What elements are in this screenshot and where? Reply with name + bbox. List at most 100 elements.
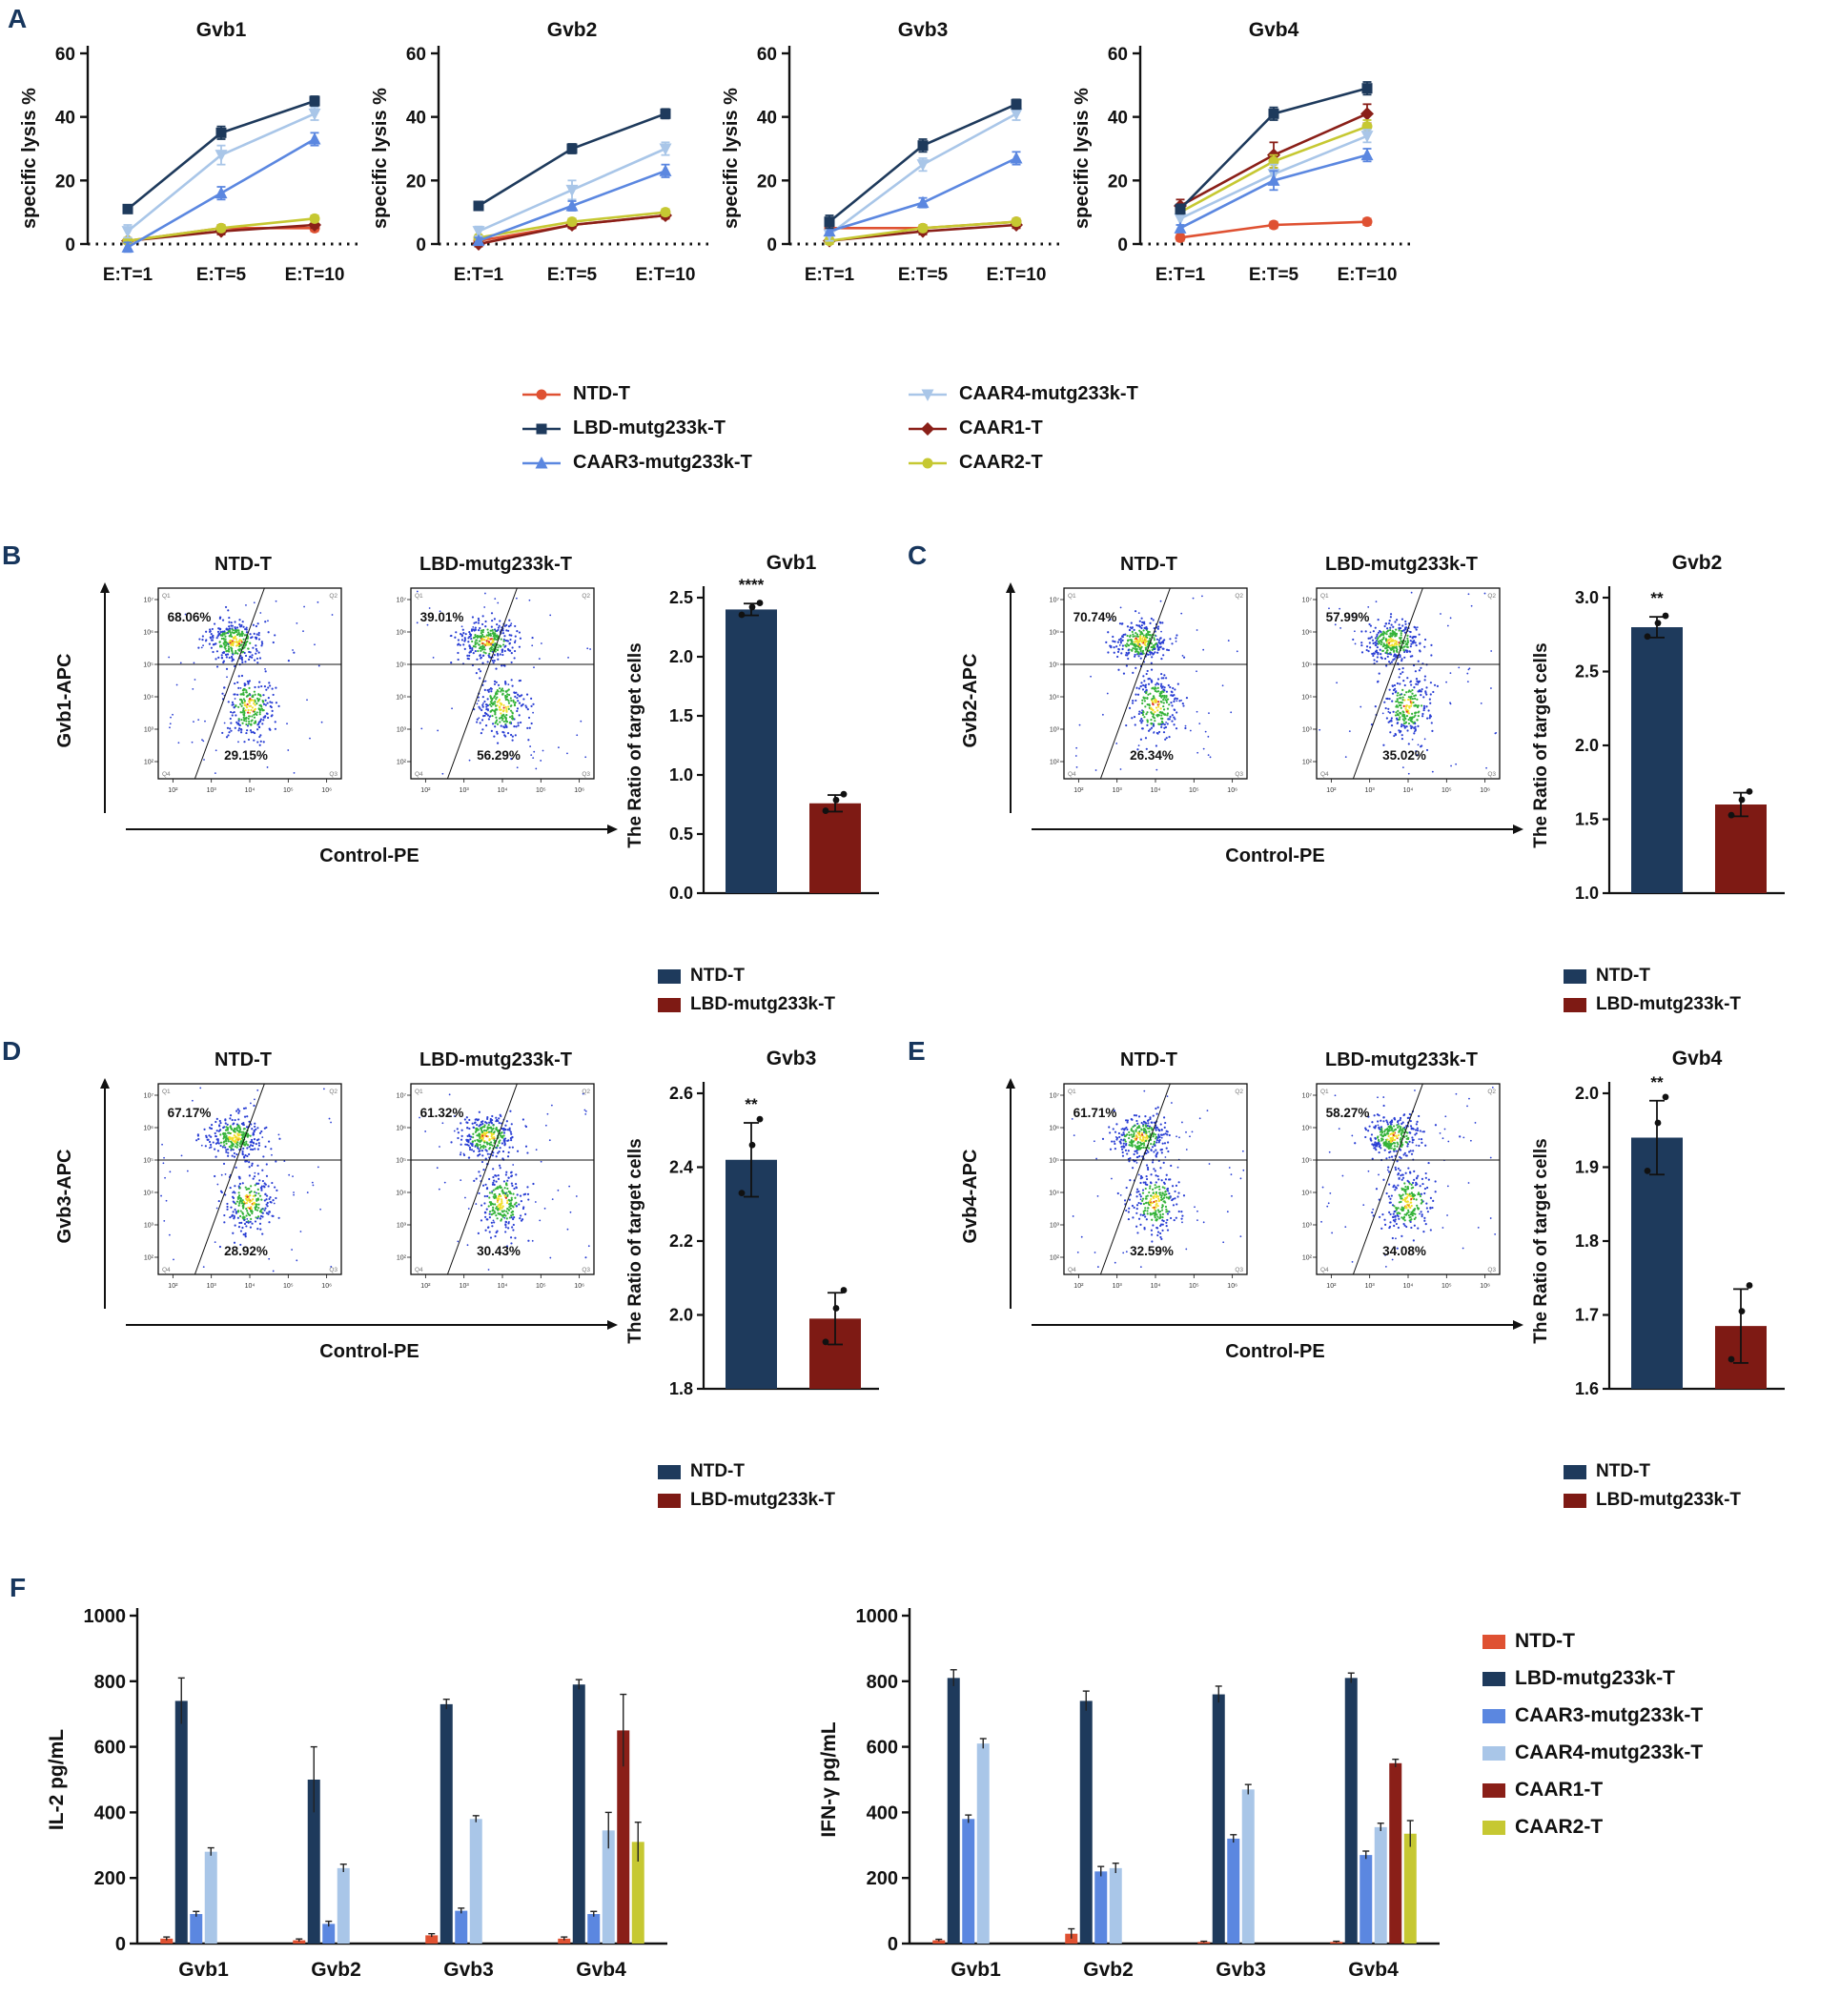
- legend-label: LBD-mutg233k-T: [1596, 994, 1742, 1014]
- flow-scatter-plot: 10⁷ 10⁶ 10⁵ 10⁴ 10³ 10² 10² 10³ 10⁴ 10⁵ 10⁶ Q1 Q2 Q4 Q…: [143, 587, 342, 794]
- flow-scatter-plot: 10⁷ 10⁶ 10⁵ 10⁴ 10³ 10² 10² 10³ 10⁴ 10⁵ 10⁶ Q1 Q2 Q4 Q…: [396, 587, 595, 794]
- svg-text:Gvb4: Gvb4: [576, 1959, 626, 1981]
- lysis-chart-Gvb4: Gvb4 0 20 40 60 specific lysis % E:T=1 E:T=5 E:T…: [1072, 19, 1415, 285]
- flow-plot-holder: 10⁷ 10⁶ 10⁵ 10⁴ 10³ 10² 10² 10³ 10⁴ 10⁵ 10⁶ Q1 Q2 Q4 Q…: [377, 1078, 615, 1319]
- flow-scatter-plot: 10⁷ 10⁶ 10⁵ 10⁴ 10³ 10² 10² 10³ 10⁴ 10⁵ 10⁶ Q1 Q2 Q4 Q…: [1301, 587, 1501, 794]
- svg-text:68.06%: 68.06%: [168, 610, 212, 624]
- cytokine-legend: NTD-T LBD-mutg233k-T CAAR3-mutg233k-T CAAR4…: [1482, 1630, 1703, 1839]
- svg-text:40: 40: [1108, 109, 1128, 129]
- lysis-chart-holder: Gvb1 0 20 40 60 specific lysis % E:T=1 E:T=5 E:T…: [19, 8, 367, 348]
- svg-text:Q1: Q1: [162, 1089, 171, 1095]
- flow-plot-holder: 10⁷ 10⁶ 10⁵ 10⁴ 10³ 10² 10² 10³ 10⁴ 10⁵ 10⁶ Q1 Q2 Q4 Q…: [124, 582, 362, 824]
- svg-text:Q3: Q3: [329, 771, 337, 778]
- legend-swatch: [1564, 968, 1586, 984]
- svg-text:Q4: Q4: [415, 1267, 423, 1273]
- svg-text:0: 0: [416, 235, 426, 255]
- svg-text:10²: 10²: [397, 1255, 407, 1262]
- svg-text:10³: 10³: [397, 1223, 407, 1230]
- svg-text:Gvb2: Gvb2: [547, 19, 598, 41]
- panel-b-label: B: [2, 540, 22, 570]
- panel-c: C NTD-T 10⁷ 10⁶ 10⁵ 10⁴ 10³ 10² 10² 10³ 10⁴ 10⁵ 10⁶ Q…: [906, 539, 1811, 1044]
- svg-text:E:T=10: E:T=10: [285, 265, 345, 285]
- svg-text:60: 60: [55, 45, 75, 65]
- svg-text:39.01%: 39.01%: [420, 610, 464, 624]
- svg-text:2.0: 2.0: [669, 647, 693, 666]
- legend-label: NTD-T: [1596, 1461, 1650, 1481]
- svg-text:20: 20: [1108, 172, 1128, 192]
- svg-text:10²: 10²: [1302, 760, 1313, 766]
- svg-text:200: 200: [867, 1868, 898, 1889]
- flow-x-axis-arrow: [126, 1320, 618, 1330]
- flow-x-axis-holder: [124, 821, 622, 846]
- svg-text:10²: 10²: [420, 1283, 431, 1290]
- svg-text:Gvb2: Gvb2: [1672, 552, 1723, 574]
- svg-text:The Ratio of target cells: The Ratio of target cells: [1531, 642, 1551, 847]
- svg-text:10²: 10²: [420, 787, 431, 794]
- flow-x-axis-label: Control-PE: [1225, 1341, 1325, 1362]
- svg-text:Q1: Q1: [1320, 593, 1329, 600]
- flow-x-axis-holder: [1030, 1316, 1527, 1342]
- svg-text:specific lysis %: specific lysis %: [721, 88, 742, 229]
- svg-text:400: 400: [94, 1802, 126, 1823]
- svg-text:10⁵: 10⁵: [1049, 662, 1059, 669]
- svg-text:E:T=1: E:T=1: [805, 265, 855, 285]
- svg-text:800: 800: [867, 1672, 898, 1693]
- legend-swatch: [1564, 997, 1586, 1012]
- legend-label: CAAR3-mutg233k-T: [1515, 1704, 1704, 1726]
- svg-text:10³: 10³: [1050, 727, 1060, 734]
- svg-text:Gvb3-APC: Gvb3-APC: [54, 1150, 75, 1244]
- svg-text:E:T=5: E:T=5: [196, 265, 247, 285]
- svg-text:Q1: Q1: [415, 593, 423, 600]
- square-marker-icon: [522, 423, 561, 434]
- legend-item: NTD-T: [1564, 966, 1741, 987]
- svg-text:The Ratio of target cells: The Ratio of target cells: [625, 642, 645, 847]
- legend-label: CAAR4-mutg233k-T: [959, 383, 1138, 404]
- legend-label: NTD-T: [1596, 966, 1650, 986]
- legend-item: CAAR3-mutg233k-T: [520, 452, 752, 474]
- panel-d: D NTD-T 10⁷ 10⁶ 10⁵ 10⁴ 10³ 10² 10² 10³ 10⁴ 10⁵ 10⁶ Q…: [0, 1034, 906, 1539]
- svg-text:10²: 10²: [1050, 760, 1060, 766]
- svg-text:10³: 10³: [207, 787, 217, 794]
- flow-plot-title: NTD-T: [1120, 554, 1177, 575]
- svg-text:29.15%: 29.15%: [224, 748, 268, 763]
- legend-swatch: [1564, 1464, 1586, 1479]
- circle-marker-icon: [909, 458, 947, 468]
- svg-text:40: 40: [406, 109, 426, 129]
- svg-text:Gvb1: Gvb1: [767, 552, 817, 574]
- legend-swatch: [658, 997, 681, 1012]
- legend-label: CAAR4-mutg233k-T: [1515, 1741, 1704, 1763]
- svg-text:**: **: [745, 1095, 758, 1113]
- legend-label: CAAR3-mutg233k-T: [573, 452, 752, 473]
- svg-text:0: 0: [767, 235, 777, 255]
- legend-swatch: [1482, 1745, 1505, 1761]
- svg-text:61.32%: 61.32%: [420, 1106, 464, 1120]
- flow-y-axis-holder: Gvb2-APC: [948, 580, 1024, 825]
- svg-text:E:T=10: E:T=10: [1338, 265, 1398, 285]
- legend-item: CAAR4-mutg233k-T: [906, 383, 1138, 405]
- svg-text:10⁴: 10⁴: [1301, 695, 1312, 702]
- svg-text:Gvb2: Gvb2: [1083, 1959, 1134, 1981]
- svg-text:20: 20: [55, 172, 75, 192]
- flow-y-axis-arrow: Gvb4-APC: [960, 1078, 1015, 1309]
- ratio-chart-holder: Gvb4 1.6 1.7 1.8 1.9 2.0 The Ratio of target c…: [1525, 1036, 1807, 1458]
- svg-text:600: 600: [867, 1738, 898, 1759]
- legend-label: LBD-mutg233k-T: [690, 994, 836, 1014]
- svg-text:****: ****: [739, 576, 765, 594]
- panel-f: F 0 200 400 600 800 1000 IL-2 pg/mL Gvb1 Gvb2 Gvb…: [0, 1573, 1840, 2016]
- svg-text:10⁷: 10⁷: [144, 598, 154, 604]
- svg-text:26.34%: 26.34%: [1130, 748, 1174, 763]
- svg-text:10⁵: 10⁵: [536, 1283, 546, 1290]
- legend-swatch: [1482, 1782, 1505, 1798]
- svg-text:Q4: Q4: [415, 771, 423, 778]
- svg-text:Q1: Q1: [415, 1089, 423, 1095]
- svg-text:10³: 10³: [1365, 787, 1376, 794]
- svg-text:10³: 10³: [144, 1223, 154, 1230]
- ratio-chart-Gvb3: Gvb3 1.8 2.0 2.2 2.4 2.6 The Ratio of target c…: [625, 1048, 879, 1398]
- il2-chart-holder: 0 200 400 600 800 1000 IL-2 pg/mL Gvb1 Gvb2 Gvb3 G…: [38, 1587, 686, 2016]
- legend-label: CAAR2-T: [1515, 1816, 1604, 1838]
- svg-text:10²: 10²: [1326, 787, 1337, 794]
- svg-text:IL-2 pg/mL: IL-2 pg/mL: [46, 1729, 68, 1830]
- legend-item: NTD-T: [520, 383, 752, 405]
- svg-text:1.5: 1.5: [669, 706, 693, 725]
- ratio-chart-Gvb2: Gvb2 1.0 1.5 2.0 2.5 3.0 The Ratio of target c…: [1531, 552, 1785, 903]
